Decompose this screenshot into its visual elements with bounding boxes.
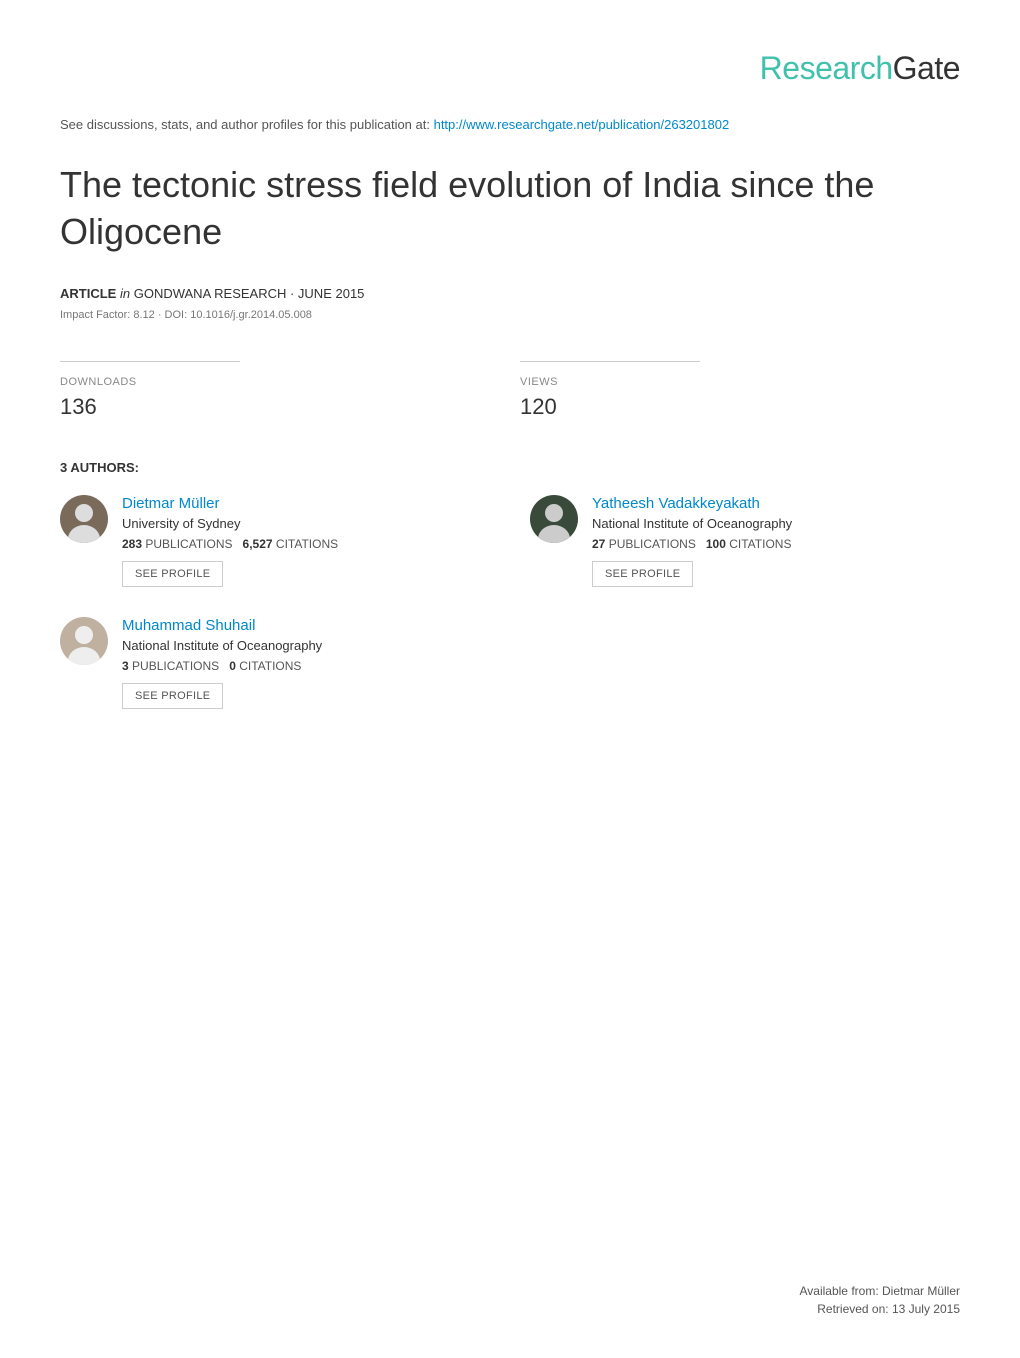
researchgate-logo[interactable]: ResearchGate xyxy=(760,50,960,86)
downloads-stat: DOWNLOADS 136 xyxy=(60,361,240,420)
discussion-line: See discussions, stats, and author profi… xyxy=(60,117,960,132)
pub-count: 283 xyxy=(122,537,142,551)
author-info: Muhammad Shuhail National Institute of O… xyxy=(122,617,490,709)
avatar[interactable] xyxy=(530,495,578,543)
see-profile-button[interactable]: SEE PROFILE xyxy=(592,561,693,587)
author-affiliation[interactable]: National Institute of Oceanography xyxy=(122,638,490,653)
author-metrics: 283 PUBLICATIONS 6,527 CITATIONS xyxy=(122,537,490,551)
avatar[interactable] xyxy=(60,495,108,543)
logo-area: ResearchGate xyxy=(60,50,960,87)
pub-label: PUBLICATIONS xyxy=(132,659,219,673)
author-name[interactable]: Yatheesh Vadakkeyakath xyxy=(592,495,960,512)
author-metrics: 27 PUBLICATIONS 100 CITATIONS xyxy=(592,537,960,551)
cite-count: 6,527 xyxy=(243,537,273,551)
cite-label: CITATIONS xyxy=(239,659,301,673)
pub-count: 27 xyxy=(592,537,605,551)
authors-grid: Dietmar Müller University of Sydney 283 … xyxy=(60,495,960,709)
pub-label: PUBLICATIONS xyxy=(609,537,696,551)
downloads-value: 136 xyxy=(60,394,240,420)
pub-label: PUBLICATIONS xyxy=(145,537,232,551)
in-word: in xyxy=(120,286,130,301)
stats-row: DOWNLOADS 136 VIEWS 120 xyxy=(60,361,960,420)
meta-line: ARTICLE in GONDWANA RESEARCH · JUNE 2015 xyxy=(60,286,960,301)
views-stat: VIEWS 120 xyxy=(520,361,700,420)
author-card: Yatheesh Vadakkeyakath National Institut… xyxy=(530,495,960,587)
author-card: Dietmar Müller University of Sydney 283 … xyxy=(60,495,490,587)
discussion-prefix: See discussions, stats, and author profi… xyxy=(60,117,434,132)
logo-part2: Gate xyxy=(893,50,960,86)
author-name[interactable]: Dietmar Müller xyxy=(122,495,490,512)
author-info: Yatheesh Vadakkeyakath National Institut… xyxy=(592,495,960,587)
author-metrics: 3 PUBLICATIONS 0 CITATIONS xyxy=(122,659,490,673)
see-profile-button[interactable]: SEE PROFILE xyxy=(122,683,223,709)
author-affiliation[interactable]: University of Sydney xyxy=(122,516,490,531)
impact-line: Impact Factor: 8.12 · DOI: 10.1016/j.gr.… xyxy=(60,309,960,321)
author-affiliation[interactable]: National Institute of Oceanography xyxy=(592,516,960,531)
cite-label: CITATIONS xyxy=(276,537,338,551)
views-value: 120 xyxy=(520,394,700,420)
author-card: Muhammad Shuhail National Institute of O… xyxy=(60,617,490,709)
pub-count: 3 xyxy=(122,659,129,673)
downloads-label: DOWNLOADS xyxy=(60,376,240,388)
avatar[interactable] xyxy=(60,617,108,665)
footer: Available from: Dietmar Müller Retrieved… xyxy=(800,1282,961,1318)
cite-count: 0 xyxy=(229,659,236,673)
logo-part1: Research xyxy=(760,50,893,86)
author-name[interactable]: Muhammad Shuhail xyxy=(122,617,490,634)
see-profile-button[interactable]: SEE PROFILE xyxy=(122,561,223,587)
authors-header: 3 AUTHORS: xyxy=(60,460,960,475)
paper-title[interactable]: The tectonic stress field evolution of I… xyxy=(60,162,960,256)
journal-date: GONDWANA RESEARCH · JUNE 2015 xyxy=(134,286,365,301)
pub-type: ARTICLE xyxy=(60,286,116,301)
views-label: VIEWS xyxy=(520,376,700,388)
cite-count: 100 xyxy=(706,537,726,551)
available-from: Available from: Dietmar Müller xyxy=(800,1282,961,1300)
cite-label: CITATIONS xyxy=(729,537,791,551)
author-info: Dietmar Müller University of Sydney 283 … xyxy=(122,495,490,587)
retrieved-on: Retrieved on: 13 July 2015 xyxy=(800,1300,961,1318)
publication-link[interactable]: http://www.researchgate.net/publication/… xyxy=(434,117,730,132)
